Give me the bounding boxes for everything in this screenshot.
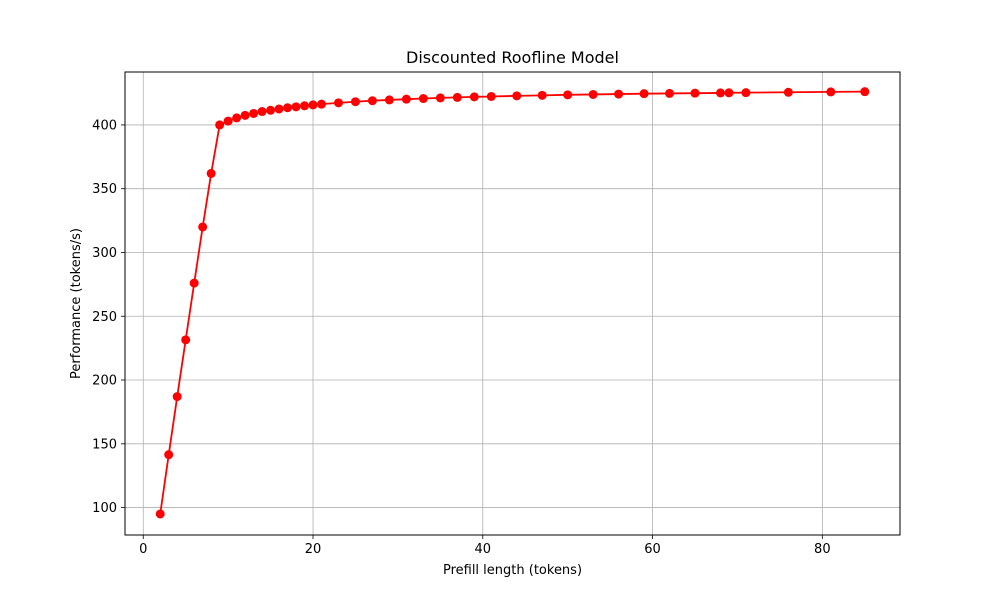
y-tick-label: 400 [92, 118, 117, 133]
data-point [274, 104, 284, 114]
data-point [155, 509, 165, 519]
data-point [291, 102, 301, 112]
data-point [512, 91, 522, 101]
data-point [181, 335, 191, 345]
data-point [665, 88, 675, 98]
series-layer [155, 87, 870, 519]
data-point [223, 116, 233, 126]
data-point [435, 93, 445, 103]
data-point [418, 94, 428, 104]
data-point [172, 392, 182, 402]
chart-title: Discounted Roofline Model [406, 48, 619, 67]
data-point [783, 87, 793, 97]
data-point [384, 95, 394, 105]
data-point [266, 105, 276, 115]
data-point [367, 96, 377, 106]
data-point [189, 278, 199, 288]
data-point [724, 88, 734, 98]
y-tick-label: 200 [92, 374, 117, 389]
data-point [249, 108, 259, 118]
data-point [206, 168, 216, 178]
data-point [164, 450, 174, 460]
y-tick-label: 150 [92, 437, 117, 452]
data-point [486, 91, 496, 101]
plot-area [125, 72, 900, 535]
y-axis-label: Performance (tokens/s) [69, 228, 84, 379]
data-point [452, 92, 462, 102]
data-point [401, 94, 411, 104]
data-point [215, 120, 225, 130]
data-point [283, 103, 293, 113]
y-tick-label: 100 [92, 501, 117, 516]
x-tick-label: 40 [475, 542, 492, 557]
ticks: 0 20 40 60 80 100 150 200 250 300 350 400 [92, 118, 830, 557]
x-tick-label: 60 [644, 542, 661, 557]
data-point [232, 113, 242, 123]
data-point [563, 90, 573, 100]
data-point [860, 87, 870, 97]
data-point [741, 88, 751, 98]
data-point [614, 89, 624, 99]
data-point [257, 107, 267, 117]
data-point [826, 87, 836, 97]
data-point [240, 110, 250, 120]
grid [125, 72, 900, 535]
y-tick-label: 250 [92, 310, 117, 325]
x-axis-label: Prefill length (tokens) [443, 563, 582, 578]
x-tick-label: 0 [139, 542, 147, 557]
data-point [690, 88, 700, 98]
data-point [715, 88, 725, 98]
data-point [350, 97, 360, 107]
data-point [588, 89, 598, 99]
data-point [333, 98, 343, 108]
data-point [198, 222, 208, 232]
data-point [639, 89, 649, 99]
plot-frame [124, 71, 901, 536]
data-point [469, 92, 479, 102]
x-tick-label: 20 [305, 542, 322, 557]
data-point [308, 100, 318, 110]
data-point [537, 90, 547, 100]
y-tick-label: 300 [92, 246, 117, 261]
x-tick-label: 80 [814, 542, 831, 557]
data-point [317, 99, 327, 109]
y-tick-label: 350 [92, 182, 117, 197]
data-point [300, 101, 310, 111]
